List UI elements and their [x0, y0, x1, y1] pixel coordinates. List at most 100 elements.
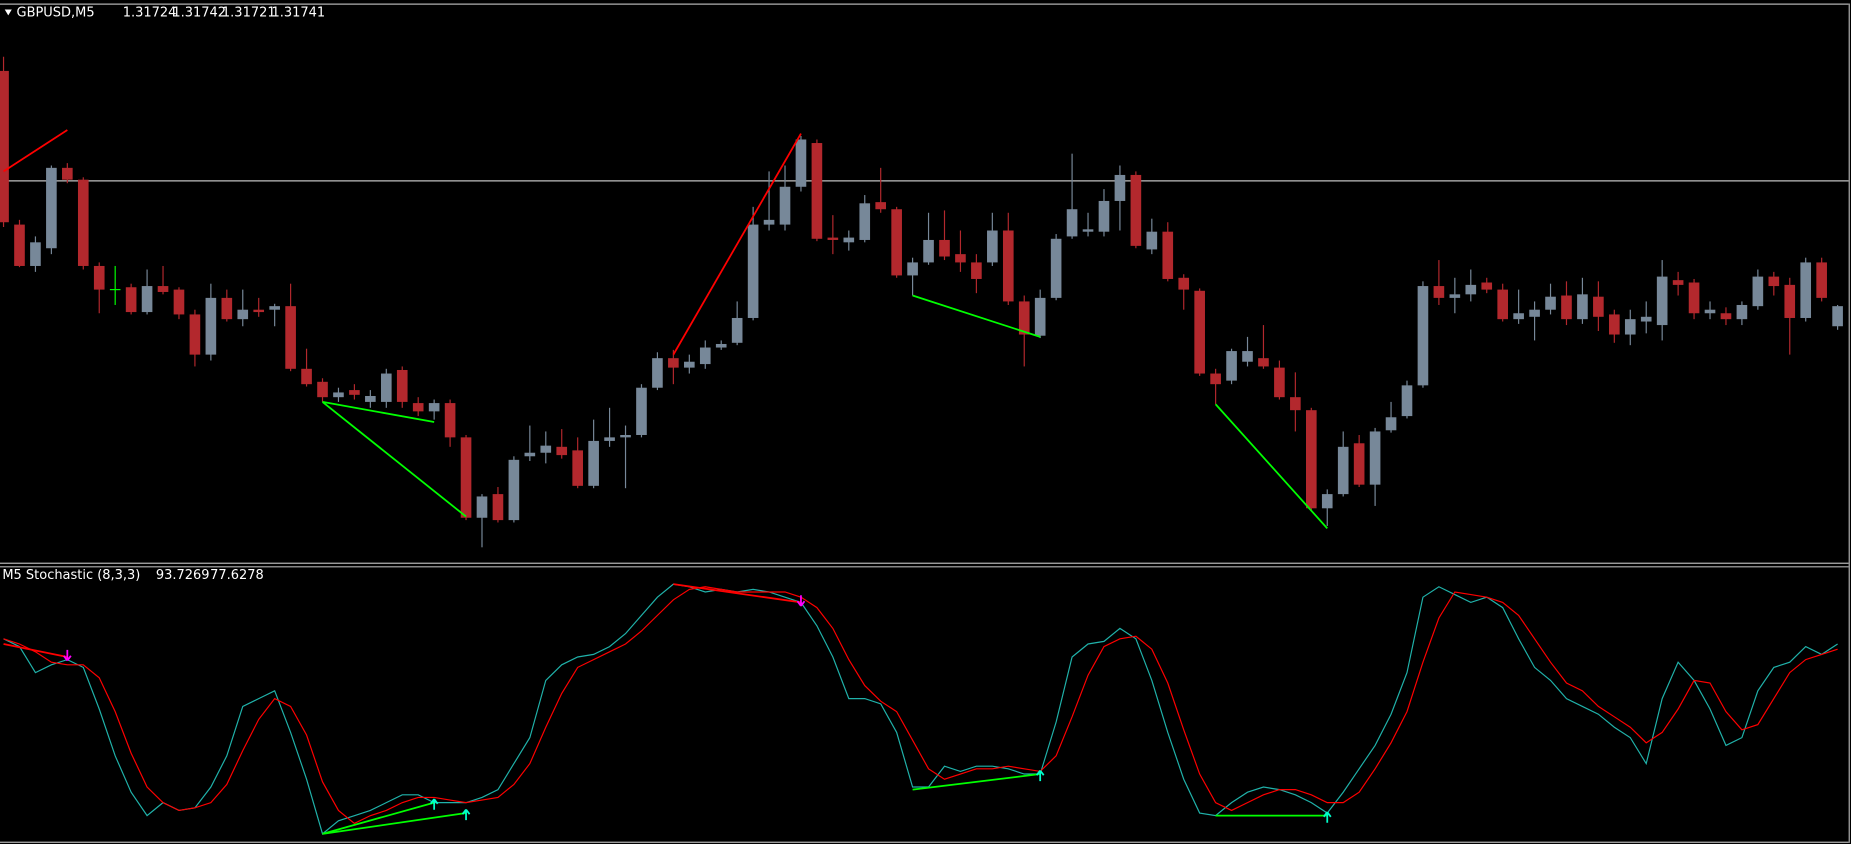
candle-body	[1034, 297, 1046, 336]
candle-body	[1784, 284, 1796, 318]
candle-body	[1465, 284, 1477, 295]
candle-body	[699, 347, 711, 365]
candle-body	[1321, 494, 1333, 509]
signal-arrow	[461, 808, 471, 821]
symbol: GBPUSD,M5	[17, 5, 95, 20]
candle-body	[1098, 200, 1110, 232]
candle-body	[636, 387, 647, 436]
candle-body	[476, 496, 488, 518]
candle-body	[747, 224, 759, 318]
candle-body	[221, 297, 233, 320]
divergence-line	[3, 643, 68, 658]
candle-body	[93, 265, 105, 290]
candle-body	[779, 186, 791, 225]
indicator-main: 93.7269	[156, 568, 210, 583]
candle-body	[668, 358, 679, 368]
indicator-signal: 77.6278	[210, 568, 264, 583]
candle-body	[1704, 309, 1716, 314]
divergence-line	[322, 801, 435, 835]
quote-high: 1.31742	[172, 5, 226, 20]
candle-body	[1529, 309, 1540, 317]
candle-body	[1449, 294, 1461, 298]
candle-body	[1609, 314, 1620, 335]
candle-body	[572, 450, 583, 486]
candle-body	[444, 403, 456, 438]
candle-body	[1369, 431, 1381, 485]
divergence-line	[321, 401, 467, 518]
candle-body	[1752, 276, 1764, 307]
menu-arrow[interactable]	[4, 9, 12, 16]
quote-open: 1.31724	[123, 5, 177, 20]
candle-body	[604, 437, 615, 441]
candle-body	[317, 381, 328, 398]
candle-body	[1066, 209, 1078, 237]
candle-body	[0, 70, 9, 223]
candle-body	[1258, 358, 1269, 367]
candle-body	[412, 403, 424, 412]
candle-body	[301, 368, 312, 385]
candle-body	[1210, 373, 1221, 385]
candle-body	[492, 494, 504, 521]
candle-body	[157, 286, 169, 292]
candle-body	[1130, 174, 1142, 246]
candle-body	[1401, 385, 1413, 417]
candle-body	[1481, 282, 1493, 290]
candle-body	[189, 314, 201, 355]
candle-body	[1178, 277, 1190, 290]
divergence-line	[1214, 403, 1328, 529]
candle-body	[811, 143, 823, 239]
candle-body	[1385, 417, 1397, 431]
indicator-title: M5 Stochastic (8,3,3)	[2, 568, 140, 583]
candle-body	[1417, 286, 1429, 386]
divergence-line	[912, 294, 1041, 338]
candle-body	[460, 437, 472, 518]
signal-arrow	[63, 649, 72, 662]
candle-body	[285, 306, 296, 369]
candle-body	[620, 435, 631, 438]
candle-body	[684, 361, 695, 368]
candle-body	[1513, 313, 1524, 320]
candle-body	[1050, 238, 1062, 298]
candle-body	[1290, 397, 1301, 411]
candle-body	[1353, 443, 1365, 485]
candle-body	[269, 306, 280, 310]
candle-body	[652, 358, 663, 388]
candle-body	[77, 179, 89, 266]
candle-body	[1162, 231, 1174, 279]
candle-body	[1082, 229, 1094, 232]
candle-body	[1433, 286, 1445, 298]
quote-close: 1.31741	[272, 5, 326, 20]
candle-body	[125, 287, 137, 313]
divergence-line	[322, 401, 435, 423]
candle-body	[524, 452, 536, 457]
divergence-line	[912, 773, 1041, 791]
signal-arrow	[796, 595, 806, 607]
candle-body	[588, 440, 599, 486]
signal-arrow	[1035, 769, 1045, 782]
candle-body	[1545, 296, 1556, 310]
candle-body	[987, 230, 998, 263]
candle-body	[1624, 319, 1636, 335]
candle-body	[1577, 294, 1588, 320]
candle-body	[173, 289, 185, 315]
divergence-line	[322, 812, 467, 835]
candle-body	[14, 224, 25, 266]
candle-body	[1688, 282, 1700, 314]
candle-body	[1720, 313, 1732, 320]
candle-body	[540, 445, 552, 453]
candle-body	[253, 309, 265, 313]
candle-body	[1226, 351, 1237, 381]
candle-body	[1656, 276, 1668, 326]
candle-body	[428, 403, 440, 412]
indicator-line	[3, 583, 1838, 835]
candle-body	[955, 254, 966, 263]
candle-body	[859, 203, 871, 240]
candle-body	[365, 395, 376, 402]
candle-body	[1832, 306, 1843, 327]
candle-body	[1146, 231, 1158, 250]
candle-body	[1593, 296, 1604, 317]
divergence-line	[672, 133, 802, 356]
candle-body	[1768, 276, 1780, 287]
